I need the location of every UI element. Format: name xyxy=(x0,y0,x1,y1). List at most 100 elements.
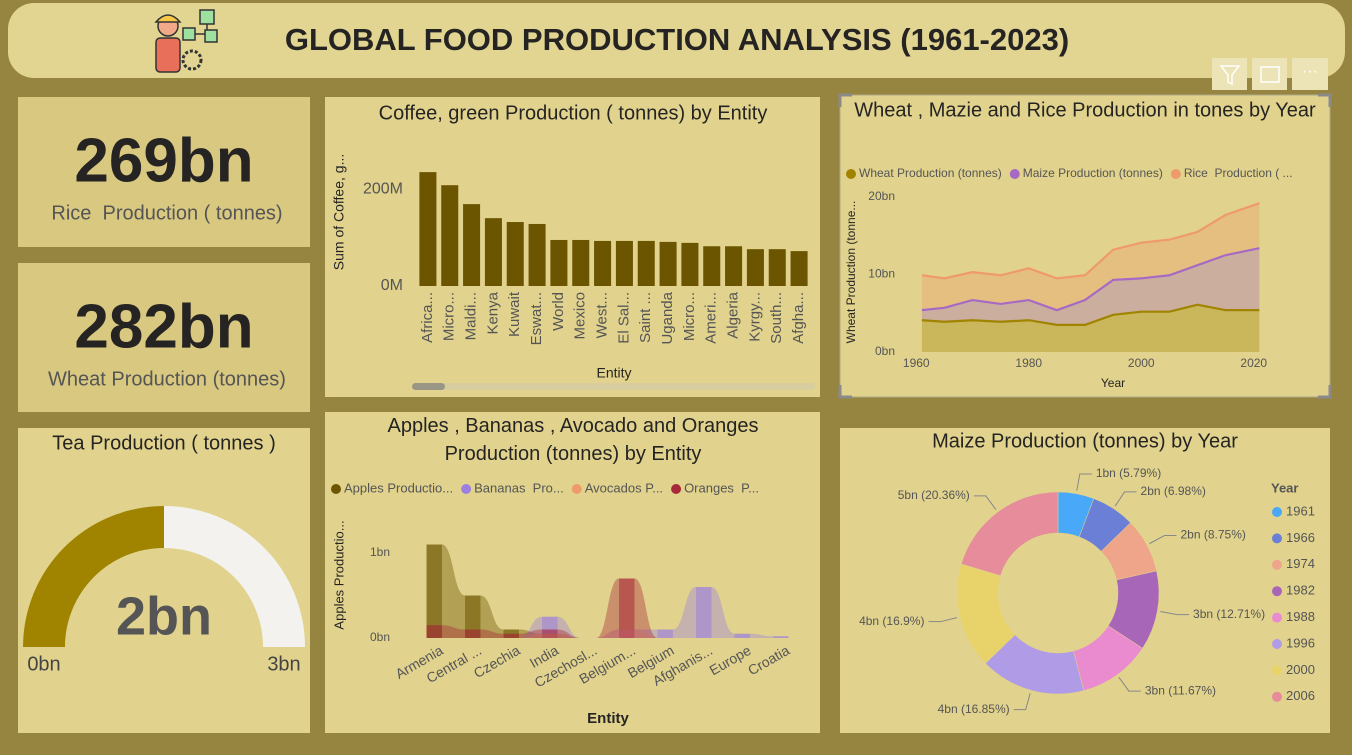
legend-label: 2000 xyxy=(1286,662,1315,677)
legend-marker xyxy=(1272,639,1282,649)
ribbon-column xyxy=(426,544,442,638)
ribbon-column xyxy=(696,587,712,638)
chart-title: Wheat , Mazie and Rice Production in ton… xyxy=(854,99,1316,121)
ribbon-column xyxy=(426,625,442,638)
x-axis-label: Year xyxy=(1101,376,1125,390)
y-tick-label: 1bn xyxy=(370,545,390,559)
data-label: 2bn (6.98%) xyxy=(1141,484,1206,498)
scrollbar-track[interactable] xyxy=(412,383,815,390)
ribbon xyxy=(426,629,789,638)
bar xyxy=(441,185,459,286)
data-label: 1bn (5.79%) xyxy=(1096,466,1161,480)
legend-label: Bananas Pro... xyxy=(474,480,564,495)
x-tick-label: Africa... xyxy=(419,292,436,343)
data-label: 4bn (16.9%) xyxy=(859,614,924,628)
legend-label: Wheat Production (tonnes) xyxy=(859,166,1002,180)
x-tick-label: 1980 xyxy=(1015,356,1042,370)
area-panel xyxy=(839,94,1331,398)
bar xyxy=(790,251,808,286)
legend-marker xyxy=(1170,169,1181,179)
y-axis-label: Wheat Production (tonne... xyxy=(844,201,858,344)
y-tick-label: 0bn xyxy=(370,630,390,644)
legend-marker xyxy=(461,484,472,494)
leader-line xyxy=(1013,693,1031,711)
legend-marker xyxy=(1272,612,1282,623)
ribbon-column xyxy=(734,633,750,638)
x-tick-label: Afgha... xyxy=(790,292,807,344)
y-axis-label: Apples Productio... xyxy=(331,520,346,629)
bar xyxy=(506,222,524,286)
data-label: 3bn (11.67%) xyxy=(1145,683,1216,697)
legend-label: Maize Production (tonnes) xyxy=(1023,166,1163,180)
x-tick-label: Uganda xyxy=(659,291,676,344)
x-tick-label: Maldi... xyxy=(463,292,480,340)
x-tick-label: Eswat... xyxy=(528,292,545,345)
x-tick-label: 2000 xyxy=(1128,356,1155,370)
donut-slice xyxy=(960,491,1059,577)
data-label: 2bn (8.75%) xyxy=(1180,528,1245,542)
x-tick-label: Mexico xyxy=(572,292,589,340)
bar xyxy=(615,240,633,286)
data-label: 4bn (16.85%) xyxy=(938,702,1010,716)
legend-marker xyxy=(1272,533,1282,544)
header-bar xyxy=(8,3,1345,78)
kpi-label: Rice Production ( tonnes) xyxy=(51,202,282,224)
kpi-value: 269bn xyxy=(74,126,253,195)
kpi-value: 282bn xyxy=(74,292,253,361)
selection-corners xyxy=(838,93,1332,399)
x-tick-label: 1960 xyxy=(903,356,930,370)
x-tick-label: Saint ... xyxy=(637,292,654,343)
ribbon xyxy=(426,578,789,638)
page-title: GLOBAL FOOD PRODUCTION ANALYSIS (1961-20… xyxy=(285,22,1069,57)
bar xyxy=(768,249,786,286)
chart-title: Apples , Bananas , Avocado and Oranges Pr… xyxy=(387,415,758,465)
bar xyxy=(659,241,677,286)
leader-line xyxy=(1118,677,1141,692)
bar xyxy=(463,204,481,286)
x-tick-label: South... xyxy=(768,292,785,344)
x-tick-label: Micro... xyxy=(681,292,698,341)
y-tick-label: 0bn xyxy=(875,344,895,358)
x-tick-label: El Sal... xyxy=(615,292,632,344)
legend-title: Year xyxy=(1271,480,1298,495)
filter-icon xyxy=(1219,65,1241,86)
leader-line xyxy=(973,495,997,510)
y-axis-label: Sum of Coffee, g... xyxy=(331,154,347,270)
ribbon xyxy=(426,544,789,638)
data-label: 5bn (20.36%) xyxy=(898,488,970,502)
scrollbar-thumb[interactable] xyxy=(412,383,445,390)
chart-title: Coffee, green Production ( tonnes) by En… xyxy=(379,102,768,124)
more-button[interactable] xyxy=(1292,58,1328,90)
ribbon-column xyxy=(619,578,635,638)
series-line xyxy=(921,247,1260,312)
legend-label: 1961 xyxy=(1286,503,1315,518)
legend-marker xyxy=(1272,507,1282,517)
y-tick-label: 200M xyxy=(363,180,403,197)
area-fill xyxy=(921,248,1260,325)
x-tick-label: Kuwait xyxy=(506,291,523,337)
ribbon-column xyxy=(542,629,558,638)
focus-button[interactable] xyxy=(1252,58,1287,90)
leader-line xyxy=(928,617,958,623)
legend-label: 2006 xyxy=(1286,688,1315,703)
x-tick-label: World xyxy=(550,292,567,331)
bar xyxy=(594,240,612,286)
gauge-value-label: 2bn xyxy=(116,586,212,646)
y-tick-label: 10bn xyxy=(868,267,895,281)
legend-marker xyxy=(1272,691,1282,702)
bar xyxy=(725,246,743,286)
visual-toolbar[interactable]: ··· xyxy=(1212,58,1328,90)
bar xyxy=(550,239,568,286)
leader-line xyxy=(1160,611,1190,616)
filter-button[interactable] xyxy=(1212,58,1247,90)
bar xyxy=(419,172,437,286)
chart-title: Maize Production (tonnes) by Year xyxy=(932,430,1238,452)
x-tick-label: Algeria xyxy=(725,291,742,338)
chart-title: Tea Production ( tonnes ) xyxy=(52,432,275,454)
area-fill xyxy=(921,304,1260,352)
leader-line xyxy=(1149,535,1177,545)
legend-label: 1974 xyxy=(1286,556,1315,571)
x-axis-label: Entity xyxy=(596,365,631,381)
data-label: 3bn (12.71%) xyxy=(1193,607,1265,621)
legend-marker xyxy=(331,484,341,494)
